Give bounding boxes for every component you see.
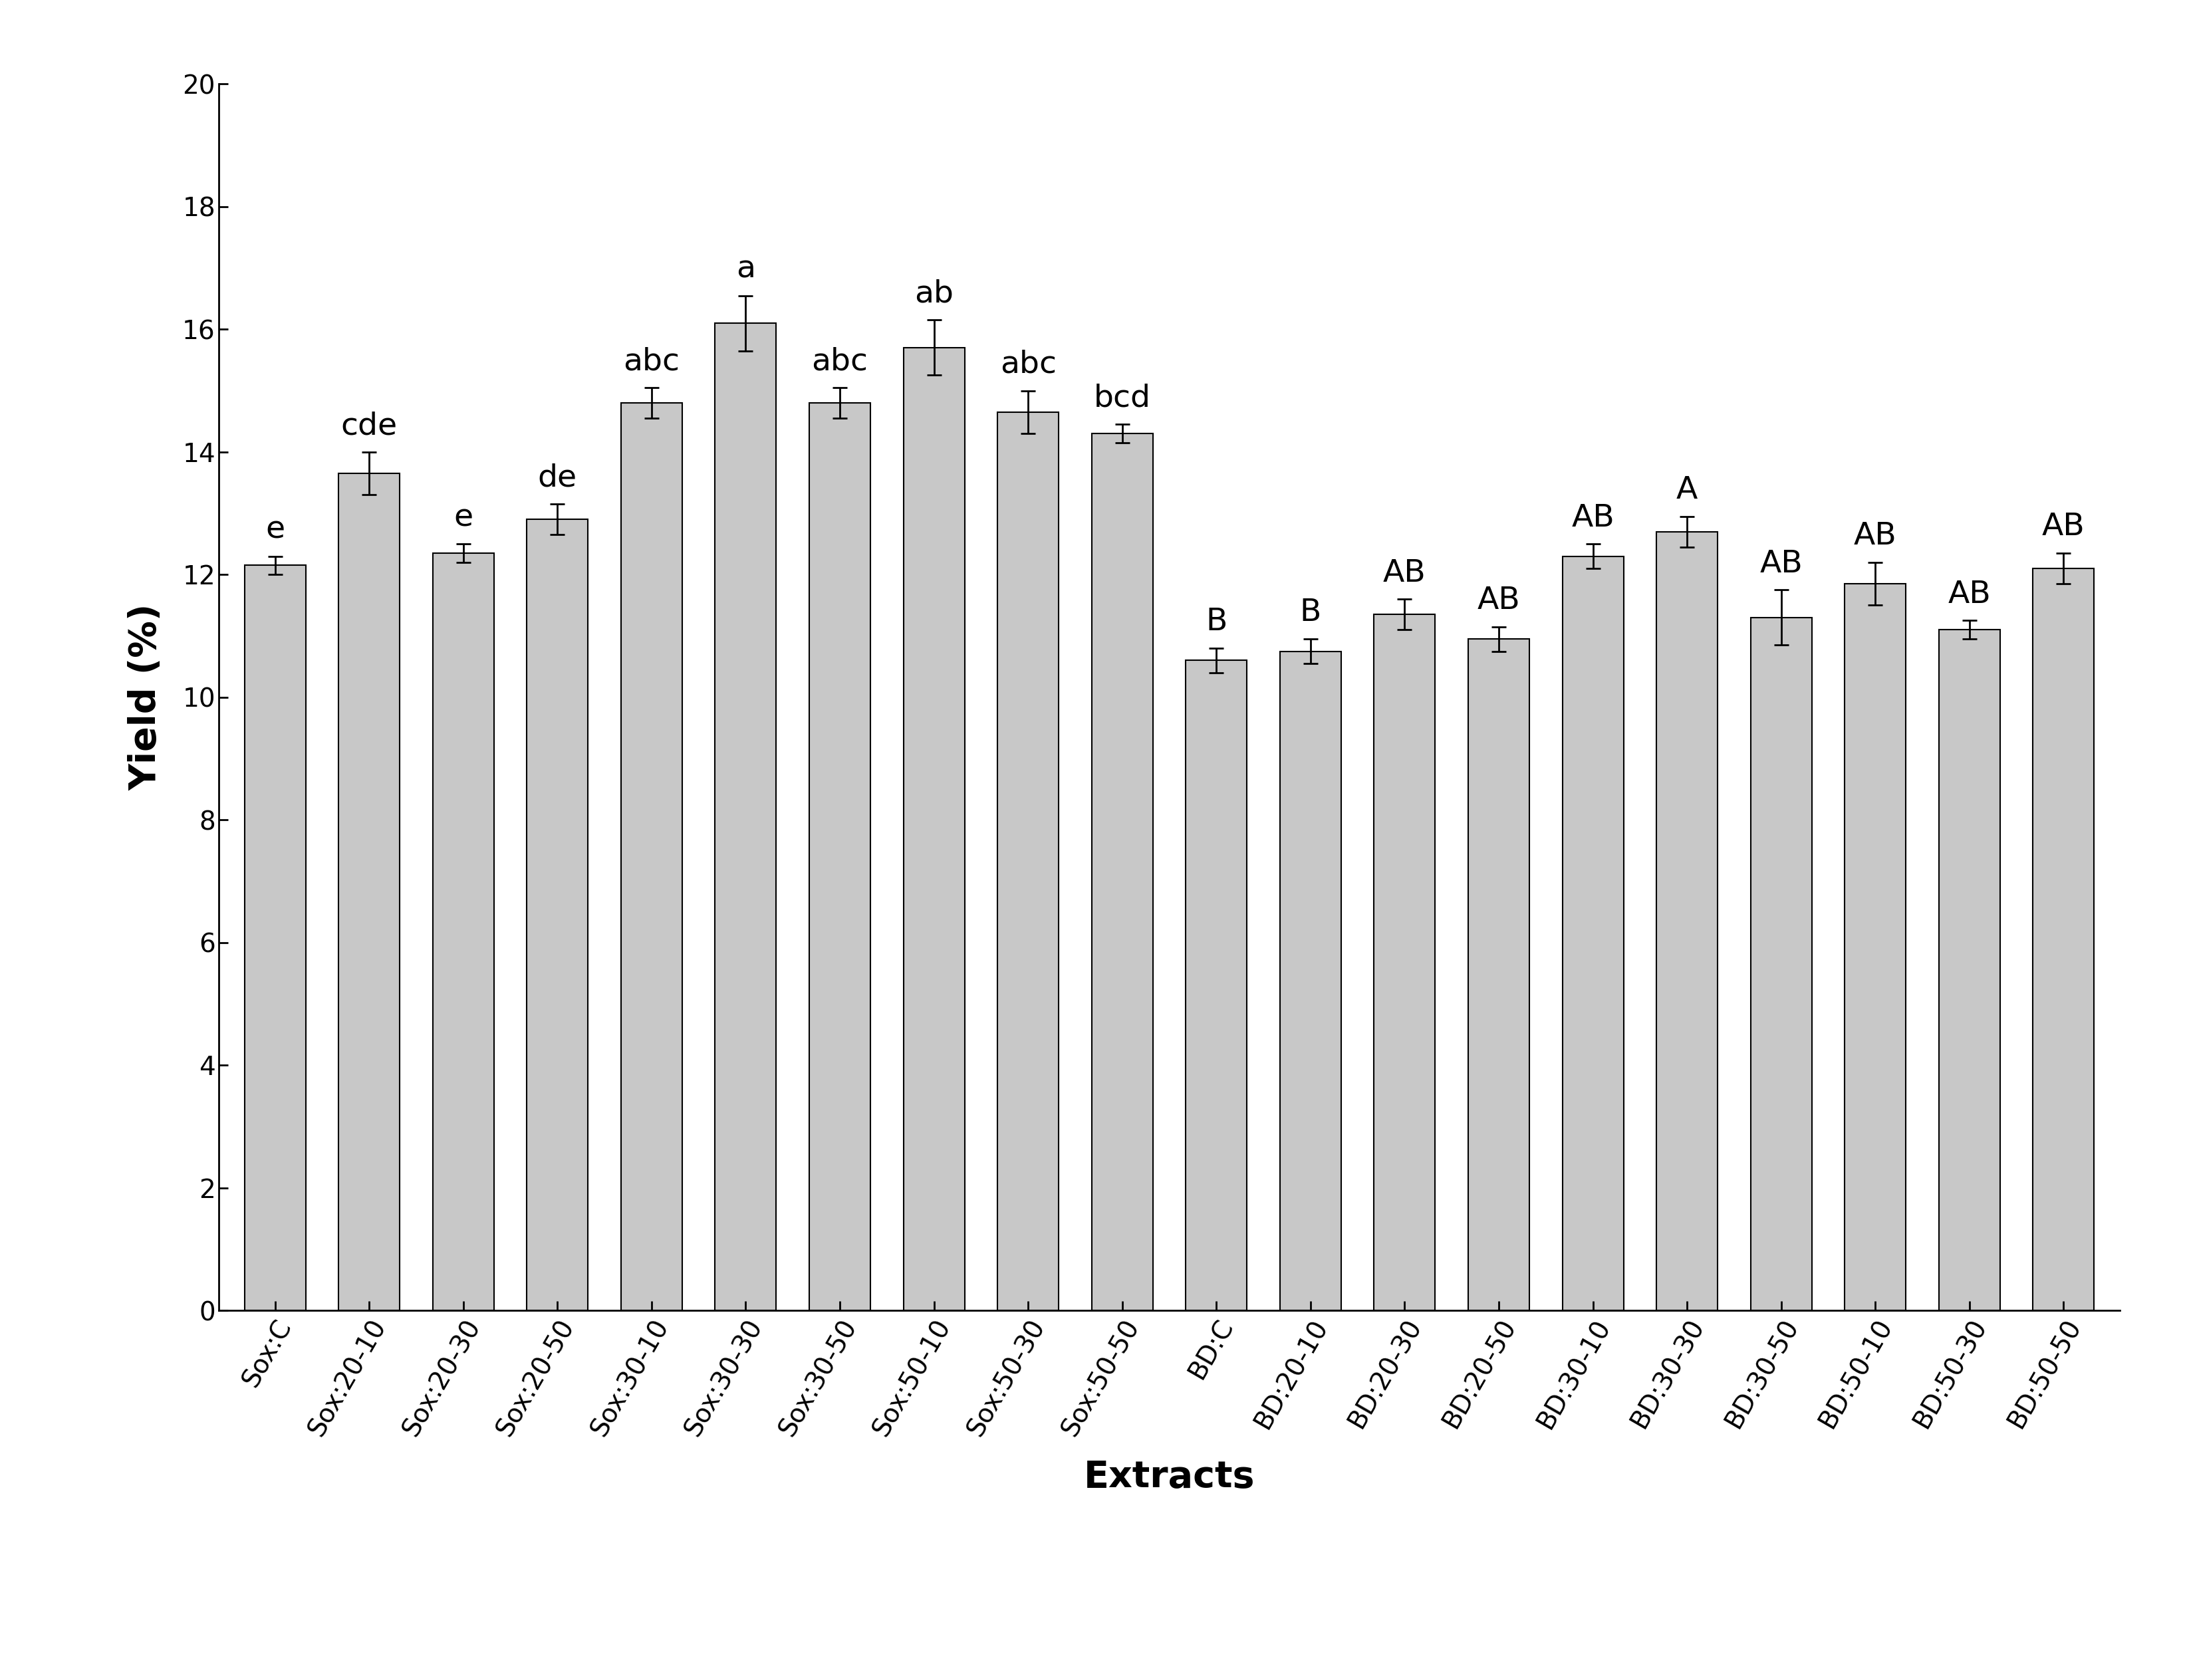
Y-axis label: Yield (%): Yield (%) <box>129 603 164 791</box>
Bar <box>714 323 776 1310</box>
Bar <box>245 566 306 1310</box>
Text: AB: AB <box>1477 586 1521 615</box>
Text: AB: AB <box>1947 580 1991 610</box>
Text: AB: AB <box>1853 521 1897 551</box>
Bar <box>1090 433 1151 1310</box>
Text: bcd: bcd <box>1092 383 1151 413</box>
Bar <box>1186 660 1248 1310</box>
Text: cde: cde <box>341 412 398 440</box>
Text: abc: abc <box>623 346 680 376</box>
Bar <box>527 519 588 1310</box>
Text: ab: ab <box>913 279 953 309</box>
X-axis label: Extracts: Extracts <box>1084 1460 1254 1495</box>
Text: AB: AB <box>1383 558 1427 588</box>
Text: B: B <box>1300 598 1322 628</box>
Text: A: A <box>1676 475 1698 506</box>
Bar <box>1280 652 1342 1310</box>
Text: AB: AB <box>2041 512 2084 543</box>
Bar <box>1468 638 1529 1310</box>
Text: AB: AB <box>1571 502 1615 533</box>
Bar <box>1938 630 1999 1310</box>
Bar <box>2032 568 2093 1310</box>
Bar <box>621 403 682 1310</box>
Text: B: B <box>1206 606 1226 637</box>
Text: de: de <box>538 464 577 492</box>
Text: abc: abc <box>999 349 1055 380</box>
Bar <box>433 553 494 1310</box>
Bar <box>902 348 964 1310</box>
Text: e: e <box>264 516 284 544</box>
Text: abc: abc <box>811 346 867 376</box>
Bar <box>1562 556 1623 1310</box>
Text: AB: AB <box>1759 549 1803 580</box>
Bar <box>339 474 400 1310</box>
Bar <box>1656 531 1717 1310</box>
Bar <box>1844 583 1905 1310</box>
Bar <box>808 403 870 1310</box>
Bar <box>996 412 1058 1310</box>
Bar <box>1374 615 1436 1310</box>
Text: e: e <box>454 502 472 533</box>
Text: a: a <box>736 255 756 284</box>
Bar <box>1750 618 1811 1310</box>
